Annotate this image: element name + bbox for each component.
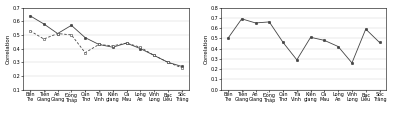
Y-axis label: Correlation: Correlation bbox=[6, 33, 11, 64]
Y-axis label: Correlation: Correlation bbox=[204, 33, 208, 64]
